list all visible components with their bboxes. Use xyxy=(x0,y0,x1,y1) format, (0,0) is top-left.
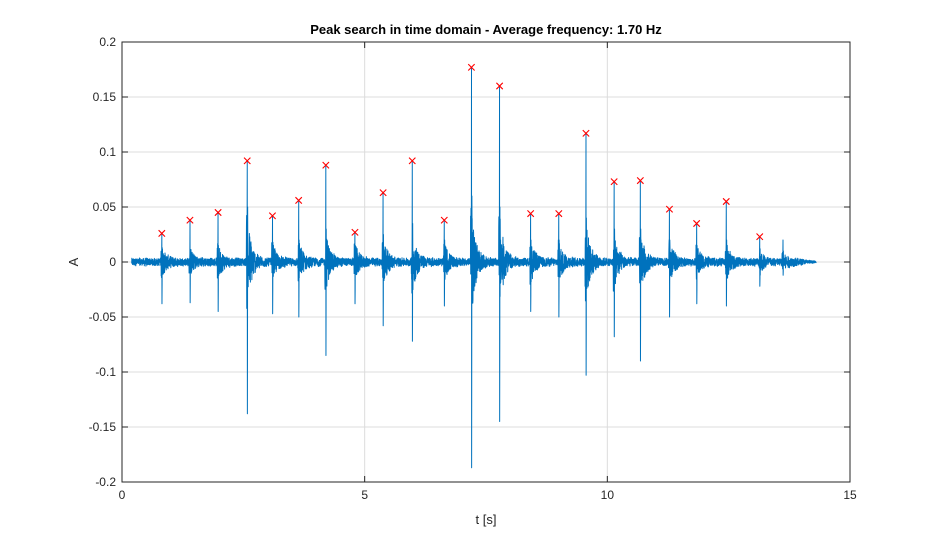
peak-marker xyxy=(636,177,644,185)
peak-marker xyxy=(295,196,303,204)
peak-marker xyxy=(351,228,359,236)
y-tick-label: -0.15 xyxy=(89,420,117,434)
signal-line xyxy=(131,66,817,469)
y-tick-label: -0.1 xyxy=(95,365,116,379)
peak-marker xyxy=(496,82,504,90)
peak-marker xyxy=(722,197,730,206)
peak-marker xyxy=(186,216,194,224)
y-tick-label: 0 xyxy=(109,255,116,269)
y-tick-label: 0.05 xyxy=(93,200,117,214)
y-tick-label: 0.2 xyxy=(99,35,116,49)
y-tick-label: -0.05 xyxy=(89,310,117,324)
plot-area: 0 5 10 15 -0.2 -0.15 -0.1 -0.05 0 0.05 0.1 0.15 0.2 xyxy=(89,35,857,502)
peak-marker xyxy=(243,157,251,165)
peak-marker xyxy=(322,161,330,169)
y-axis-label: A xyxy=(66,257,81,266)
x-tick-label: 5 xyxy=(361,488,368,502)
peak-marker xyxy=(467,63,476,71)
peak-marker xyxy=(582,129,590,137)
peak-marker xyxy=(408,157,416,165)
peak-marker xyxy=(268,212,277,220)
peak-marker xyxy=(214,208,222,217)
y-tick-labels: -0.2 -0.15 -0.1 -0.05 0 0.05 0.1 0.15 0.2 xyxy=(89,35,117,489)
y-tick-label: 0.1 xyxy=(99,145,116,159)
x-axis-label: t [s] xyxy=(476,512,497,527)
chart-title: Peak search in time domain - Average fre… xyxy=(310,22,662,37)
x-tick-label: 15 xyxy=(843,488,857,502)
peak-marker xyxy=(756,233,764,241)
peak-marker xyxy=(555,210,563,218)
peak-marker xyxy=(693,219,701,228)
x-tick-labels: 0 5 10 15 xyxy=(119,488,857,502)
signal-series xyxy=(131,66,817,469)
x-tick-label: 0 xyxy=(119,488,126,502)
peak-markers xyxy=(158,63,764,241)
peak-marker xyxy=(610,178,618,186)
x-tick-label: 10 xyxy=(601,488,615,502)
peak-marker xyxy=(527,210,535,218)
peak-marker xyxy=(440,216,448,224)
y-tick-label: 0.15 xyxy=(93,90,117,104)
peak-marker xyxy=(665,205,674,213)
peak-marker xyxy=(379,189,387,197)
y-tick-label: -0.2 xyxy=(95,475,116,489)
tick-marks xyxy=(121,41,851,483)
peak-marker xyxy=(158,229,166,237)
